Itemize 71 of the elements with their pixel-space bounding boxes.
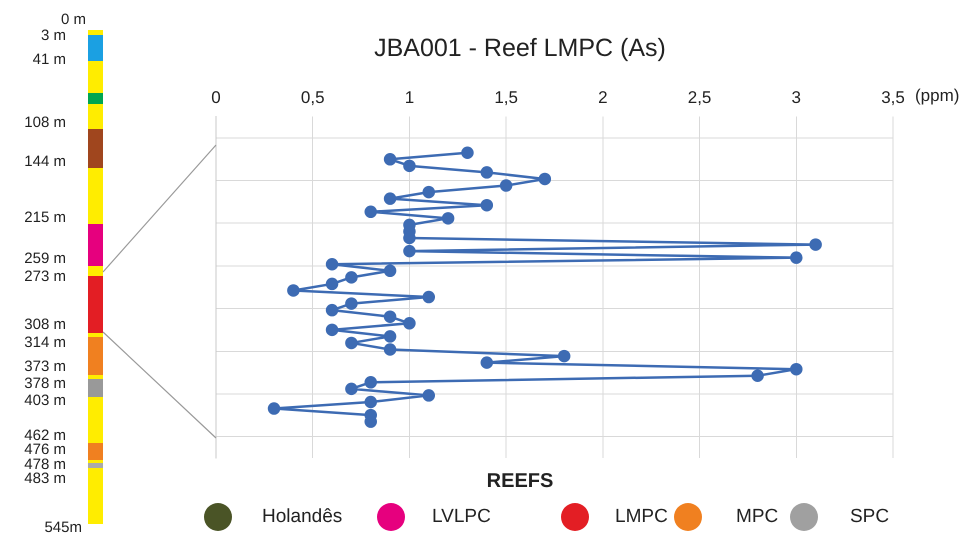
point [384,153,396,166]
point [790,362,803,376]
point [364,206,377,218]
text: LMPC [615,506,668,528]
point [480,166,494,179]
point [790,251,803,264]
x-tick-label: 1 [404,88,414,107]
text: MPC [736,506,778,528]
point [345,336,358,350]
text: 0 m [60,11,86,28]
point [403,317,416,330]
point [384,192,396,205]
text: 259 m [23,250,66,267]
point [326,324,338,336]
x-tick-label: 3,5 [881,88,905,107]
x-axis-title: (ppm) [915,86,960,105]
chart-title: JBA001 - Reef LMPC (As) [373,34,667,62]
point [809,238,822,251]
point [422,186,436,198]
text: 108 m [23,114,66,131]
text: 403 m [23,392,66,409]
point [558,350,570,362]
point [326,304,338,316]
point [403,244,416,258]
x-tick-label: 2 [598,88,608,107]
text: 273 m [23,268,66,285]
point [461,146,474,159]
text: SPC [850,506,890,528]
text: 483 m [23,470,66,487]
text: Holandês [262,506,342,528]
point [345,297,358,310]
text: 373 m [23,358,66,375]
text: 144 m [23,153,66,170]
text: 478 m [23,456,66,473]
text: 308 m [23,316,66,333]
point [442,212,454,225]
text: 314 m [23,334,66,351]
point [538,172,552,186]
x-tick-label: 3 [792,88,802,107]
point [500,179,512,192]
point [364,396,377,408]
point [403,160,416,172]
x-tick-label: 1,5 [494,88,518,107]
point [326,258,338,270]
point [364,376,377,389]
text: 476 m [23,441,66,458]
text: 215 m [23,209,66,226]
point [345,382,358,396]
x-tick-label: 2,5 [688,88,712,107]
x-tick-label: 0 [211,88,221,107]
text: 378 m [23,375,66,392]
text: 462 m [23,427,66,444]
text: LVLPC [432,506,491,528]
point [480,198,494,212]
point [326,278,338,290]
point [480,356,494,369]
point [345,271,358,284]
point [422,389,436,402]
point [422,290,436,304]
point [268,402,280,415]
point [384,310,396,323]
text: 3 m [40,27,66,44]
point [384,264,396,278]
legend-title: REEFS [486,470,554,493]
point [384,330,396,343]
text: 41 m [32,51,66,68]
point [751,370,764,382]
point [287,284,300,297]
point [384,343,396,356]
text: 545m [43,519,82,536]
x-tick-label: 0,5 [300,88,325,107]
